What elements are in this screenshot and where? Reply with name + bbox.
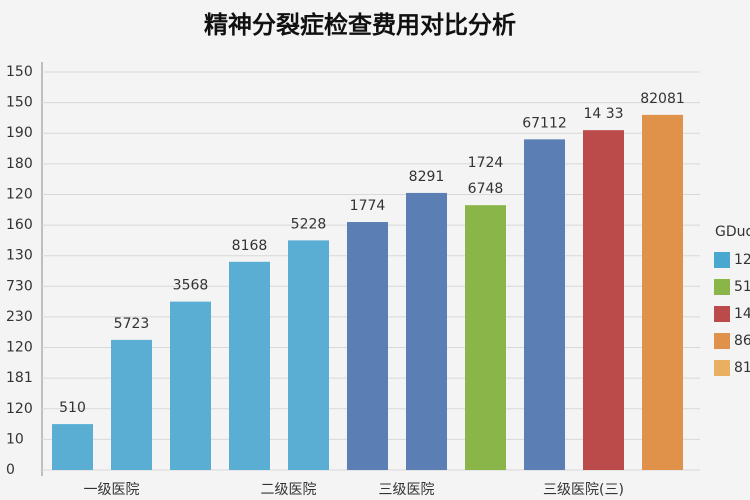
y-tick-label: 0 (6, 462, 15, 478)
y-tick-label: 230 (6, 309, 33, 325)
legend-title: GDud (715, 224, 750, 240)
bar-annotation: 5723 (114, 316, 150, 332)
bar-annotation: 8168 (232, 238, 268, 254)
bar-annotation: 82081 (640, 91, 685, 107)
x-tick-label: 三级医院(三) (543, 482, 624, 498)
bar-annotation: 6748 (468, 181, 504, 197)
bar-annotation: 14 33 (583, 106, 623, 122)
y-tick-label: 150 (6, 95, 33, 111)
y-tick-label: 730 (6, 278, 33, 294)
bar-annotation: 8291 (409, 169, 445, 185)
bar (583, 130, 624, 470)
bar (524, 139, 565, 470)
y-tick-label: 120 (6, 340, 33, 356)
y-tick-label: 180 (6, 156, 33, 172)
bar (229, 261, 270, 470)
legend-swatch (714, 306, 730, 322)
legend-swatch (714, 279, 730, 295)
bar (170, 301, 211, 470)
x-tick-label: 一级医院 (84, 482, 140, 498)
legend-label: 81 (734, 360, 750, 376)
bar (465, 205, 506, 470)
bar-annotation: 1724 (468, 155, 504, 171)
y-tick-label: 130 (6, 248, 33, 264)
legend-label: 51 (734, 279, 750, 295)
bar (347, 222, 388, 470)
y-tick-label: 181 (6, 370, 33, 386)
x-tick-label: 二级医院 (261, 482, 317, 498)
y-tick-label: 150 (6, 64, 33, 80)
y-tick-label: 120 (6, 401, 33, 417)
y-tick-label: 190 (6, 125, 33, 141)
bar-annotation: 5228 (291, 216, 327, 232)
y-tick-label: 120 (6, 186, 33, 202)
bar-annotation: 67112 (522, 115, 567, 131)
legend-label: 14 (734, 306, 750, 322)
legend-swatch (714, 252, 730, 268)
y-tick-label: 160 (6, 217, 33, 233)
legend-swatch (714, 333, 730, 349)
bar-annotation: 1774 (350, 198, 386, 214)
x-tick-label: 三级医院 (379, 482, 435, 498)
bar (111, 339, 152, 470)
legend-swatch (714, 360, 730, 376)
bar-annotation: 510 (59, 400, 86, 416)
bar (642, 114, 683, 470)
legend-label: 86 (734, 333, 750, 349)
chart-title: 精神分裂症检查费用对比分析 (204, 11, 516, 39)
bar (52, 424, 93, 470)
legend-label: 12 (734, 252, 750, 268)
bar (406, 192, 447, 470)
bar-annotation: 3568 (173, 278, 209, 294)
bar (288, 240, 329, 470)
y-tick-label: 10 (6, 431, 24, 447)
